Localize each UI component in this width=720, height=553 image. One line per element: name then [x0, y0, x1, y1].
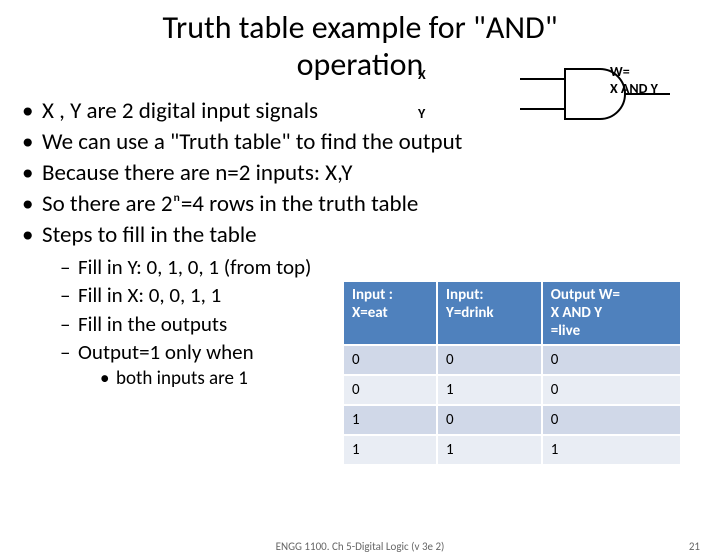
table-row: 1 0 0: [343, 405, 681, 435]
table-header: Input :X=eat: [343, 281, 437, 345]
sub-bullet-item: Fill in Y: 0, 1, 0, 1 (from top): [60, 253, 720, 281]
bullet-item: X , Y are 2 digital input signals: [22, 96, 720, 127]
title-line-2: operation: [297, 45, 424, 84]
gate-input-x-label: X: [418, 66, 426, 83]
table-row: 0 0 0: [343, 345, 681, 375]
table-row: 0 1 0: [343, 375, 681, 405]
footer-text: ENGG 1100. Ch 5-Digital Logic (v 3e 2): [276, 540, 445, 553]
table-header: Output W=X AND Y=live: [542, 281, 681, 345]
table-row: 1 1 1: [343, 435, 681, 465]
gate-output-w-label: W= X AND Y: [610, 64, 658, 98]
truth-table: Input :X=eat Input:Y=drink Output W=X AN…: [342, 280, 682, 466]
footer-page-number: 21: [689, 540, 700, 553]
table-header: Input:Y=drink: [437, 281, 542, 345]
title-line-1: Truth table example for "AND": [162, 8, 557, 47]
bullet-item: So there are 2ⁿ=4 rows in the truth tabl…: [22, 189, 720, 220]
bullet-item: We can use a "Truth table" to find the o…: [22, 127, 720, 158]
bullet-item: Because there are n=2 inputs: X,Y: [22, 158, 720, 189]
